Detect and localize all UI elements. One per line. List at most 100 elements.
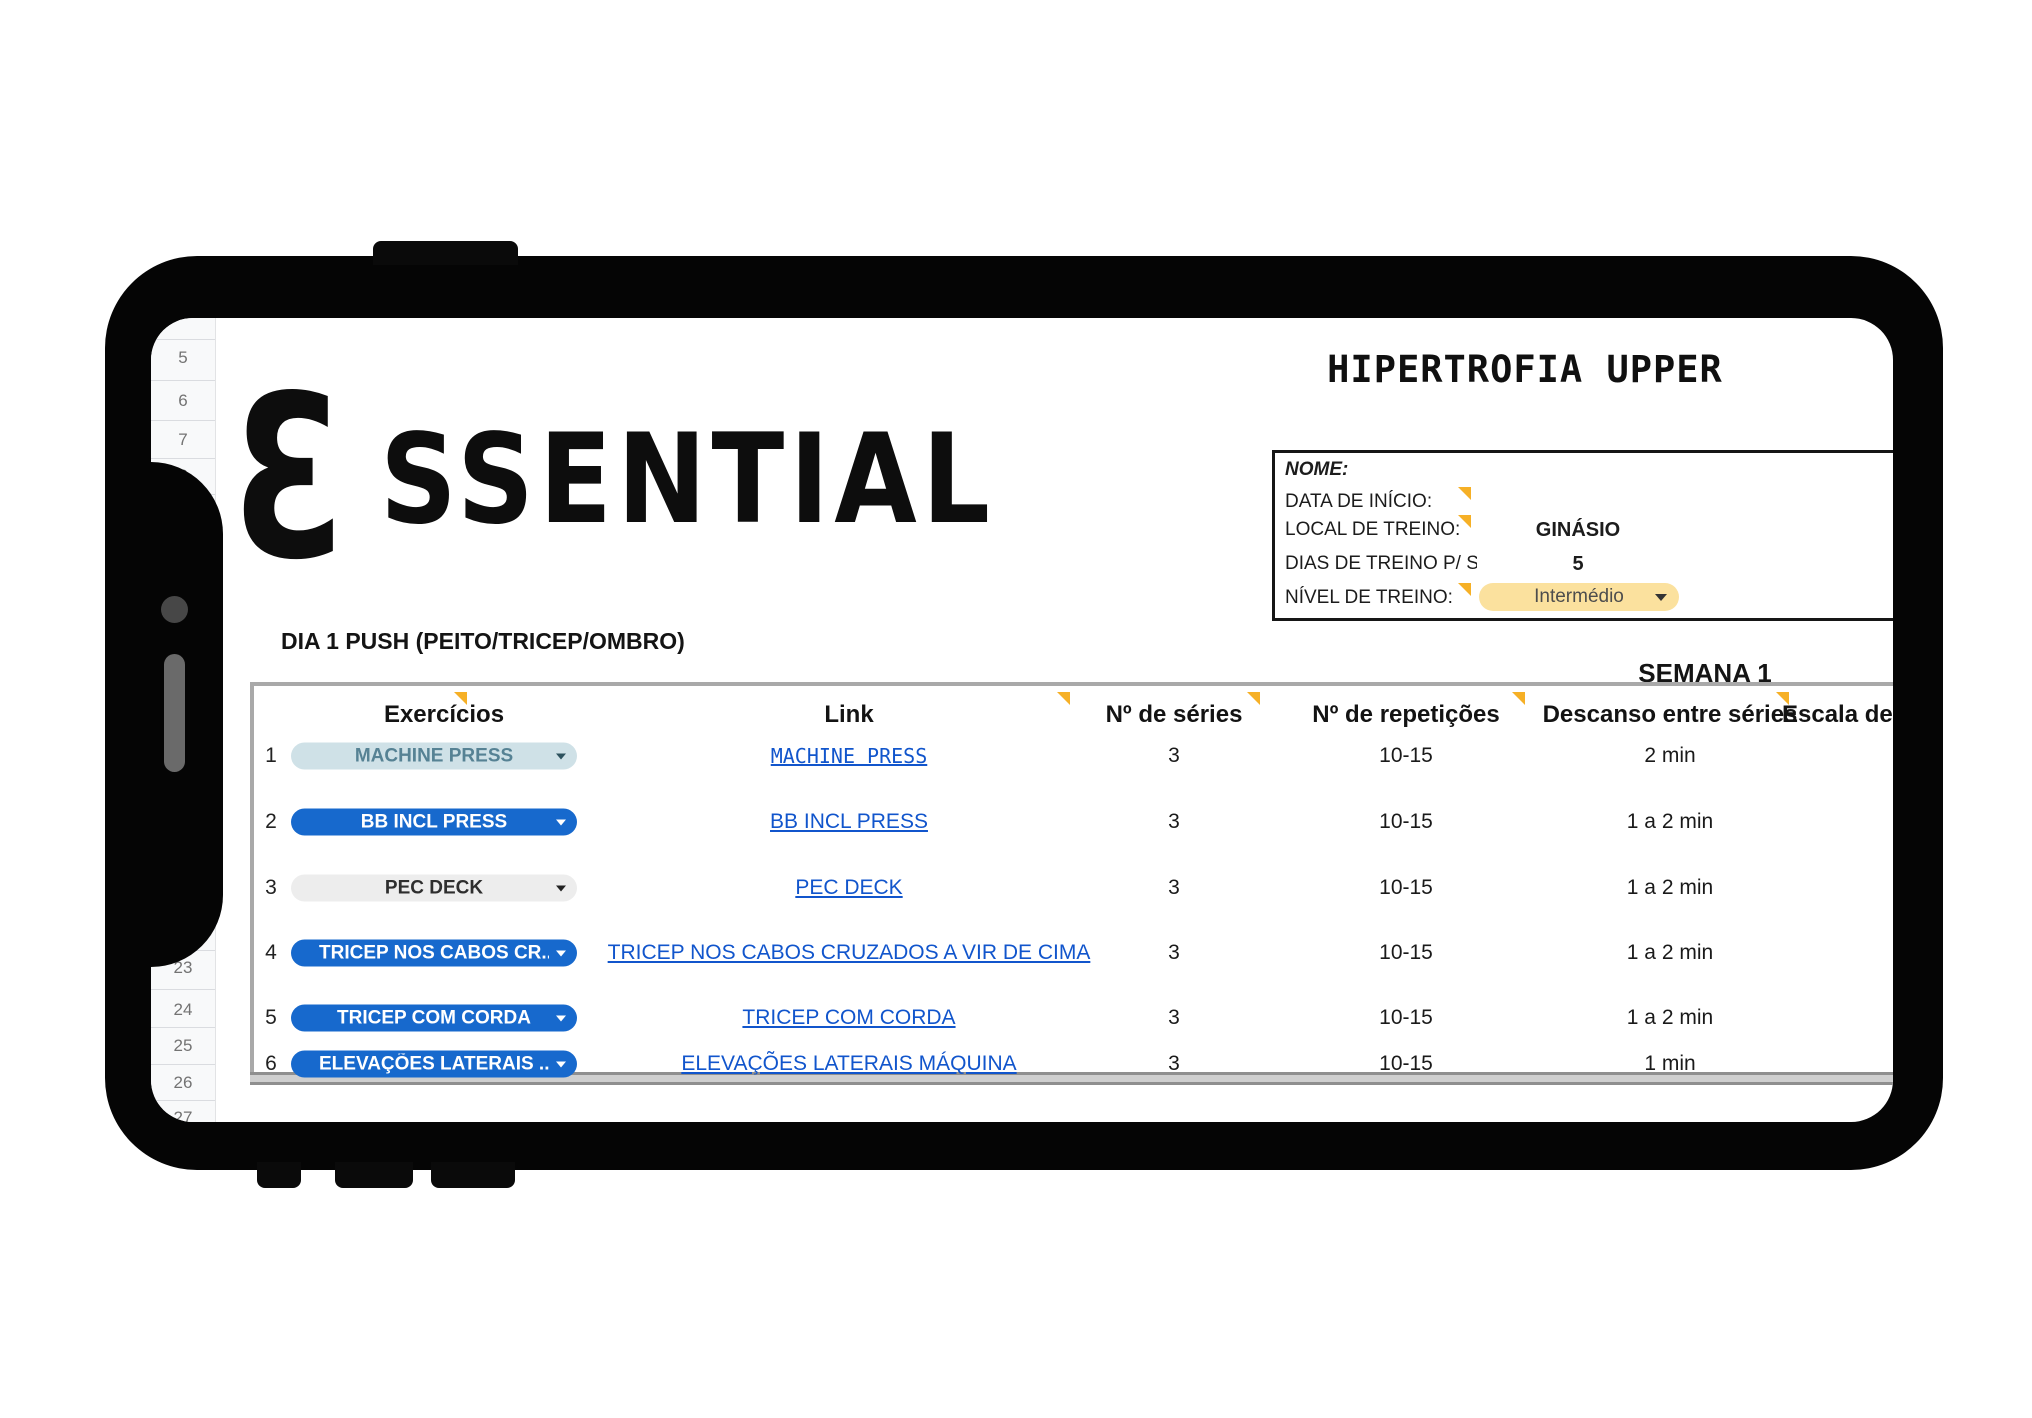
column-header: Nº de séries [1105, 701, 1243, 728]
page-title: HIPERTROFIA UPPER [1327, 348, 1723, 391]
info-label: DATA DE INÍCIO: [1285, 491, 1433, 512]
table-row-number: 6 [265, 1052, 277, 1075]
exercise-link[interactable]: BB INCL PRESS [770, 810, 928, 833]
link-cell: PEC DECK [599, 875, 1099, 901]
table-row-number: 1 [265, 744, 277, 767]
row-header-number[interactable]: 26 [173, 1073, 193, 1092]
note-marker-icon [1057, 692, 1070, 705]
chevron-down-icon [556, 819, 566, 825]
chevron-down-icon [556, 885, 566, 891]
chevron-down-icon [556, 753, 566, 759]
scale-cell: 8 [1869, 743, 1893, 769]
exercise-dropdown-label: PEC DECK [384, 877, 484, 898]
row-header-divider [151, 1100, 215, 1101]
table-row-number: 5 [265, 1006, 277, 1029]
scale-cell: 8 [1869, 875, 1893, 901]
row-header-divider [151, 989, 215, 990]
reps-cell: 10-15 [1379, 876, 1433, 899]
table-row-number: 4 [265, 941, 277, 964]
row-header-number[interactable]: 6 [178, 391, 188, 410]
essential-logo-text: SSENTIAL [379, 407, 995, 552]
exercise-dropdown[interactable]: BB INCL PRESS [291, 808, 577, 836]
essential-logo-glyph: Ɛ [233, 348, 346, 610]
row-header-number[interactable]: 25 [173, 1036, 193, 1055]
column-header: Exercícios [383, 701, 505, 728]
exercise-dropdown-label: ELEVAÇÕES LATERAIS ... [319, 1053, 549, 1074]
row-header-divider [151, 420, 215, 421]
row-header-divider [151, 458, 215, 459]
rest-cell: 1 a 2 min [1626, 810, 1714, 833]
phone-screen: 5 6 7 8 23 24 25 26 27 Ɛ SSENTIAL HIPERTROFIA UP… [151, 318, 1893, 1122]
row-header-number[interactable]: 24 [173, 1000, 193, 1019]
scale-cell: 8 [1869, 940, 1893, 966]
row-header-divider [151, 380, 215, 381]
chevron-down-icon [556, 1015, 566, 1021]
row-header-number[interactable]: 5 [178, 348, 188, 367]
scale-cell: 8 [1869, 1051, 1893, 1077]
info-label: DIAS DE TREINO P/ SEMA [1285, 553, 1477, 574]
chevron-down-icon [556, 1061, 566, 1067]
column-header: Descanso entre séries [1542, 701, 1798, 728]
exercise-dropdown[interactable]: ELEVAÇÕES LATERAIS ... [291, 1050, 577, 1078]
exercise-link[interactable]: MACHINE PRESS [770, 744, 928, 768]
rest-cell: 1 a 2 min [1626, 941, 1714, 964]
info-label: NÍVEL DE TREINO: [1285, 587, 1453, 608]
exercise-link[interactable]: PEC DECK [795, 876, 903, 899]
chevron-down-icon [556, 950, 566, 956]
exercise-link[interactable]: TRICEP COM CORDA [742, 1006, 956, 1029]
scale-cell: 8 [1869, 809, 1893, 835]
chevron-down-icon [1655, 594, 1667, 601]
info-value: GINÁSIO [1535, 519, 1621, 541]
series-cell: 3 [1168, 1006, 1180, 1029]
reps-cell: 10-15 [1379, 810, 1433, 833]
series-cell: 3 [1168, 876, 1180, 899]
rest-cell: 1 a 2 min [1626, 876, 1714, 899]
exercise-dropdown[interactable]: MACHINE PRESS [291, 742, 577, 770]
spreadsheet-canvas: Ɛ SSENTIAL HIPERTROFIA UPPER NOME: DATA D… [215, 318, 1893, 1122]
row-header-number[interactable]: 7 [178, 430, 188, 449]
exercise-dropdown-label: TRICEP NOS CABOS CR... [319, 942, 549, 963]
training-level-dropdown[interactable]: Intermédio [1479, 583, 1679, 611]
exercise-dropdown[interactable]: PEC DECK [291, 874, 577, 902]
speaker-grille-icon [164, 654, 185, 772]
info-value: 5 [1572, 553, 1584, 575]
rest-cell: 1 min [1644, 1052, 1696, 1075]
workout-table: Exercícios Link Nº de séries Nº de repetiçõ… [250, 682, 1893, 1085]
series-cell: 3 [1168, 810, 1180, 833]
row-header-divider [151, 1027, 215, 1028]
exercise-dropdown-label: BB INCL PRESS [360, 811, 508, 832]
rest-cell: 1 a 2 min [1626, 1006, 1714, 1029]
link-cell: BB INCL PRESS [599, 809, 1099, 835]
exercise-dropdown[interactable]: TRICEP NOS CABOS CR... [291, 939, 577, 967]
phone-side-button [373, 241, 518, 265]
info-label: LOCAL DE TREINO: [1285, 519, 1461, 540]
column-header: Nº de repetições [1312, 701, 1500, 728]
exercise-dropdown-label: MACHINE PRESS [354, 745, 514, 766]
phone-power-button [431, 1162, 515, 1188]
camera-icon [161, 596, 188, 623]
table-row-number: 3 [265, 876, 277, 899]
horizontal-scrollbar[interactable] [250, 1072, 1893, 1085]
exercise-link[interactable]: TRICEP NOS CABOS CRUZADOS A VIR DE CIMA [607, 941, 1091, 964]
reps-cell: 10-15 [1379, 1006, 1433, 1029]
row-header-number[interactable]: 27 [173, 1108, 193, 1122]
scale-cell: 8 [1869, 1005, 1893, 1031]
column-header: Escala de [1782, 701, 1893, 728]
athlete-info-box: NOME: DATA DE INÍCIO: LOCAL DE TREINO: GINÁ… [1272, 450, 1893, 621]
exercise-dropdown[interactable]: TRICEP COM CORDA [291, 1004, 577, 1032]
essential-logo: Ɛ SSENTIAL [233, 348, 1095, 610]
rest-cell: 2 min [1644, 744, 1696, 767]
dropdown-value: Intermédio [1534, 586, 1624, 607]
row-header-number[interactable]: 23 [173, 958, 193, 977]
link-cell: TRICEP NOS CABOS CRUZADOS A VIR DE CIMA [599, 940, 1099, 966]
phone-volume-button [335, 1162, 413, 1188]
series-cell: 3 [1168, 941, 1180, 964]
exercise-link[interactable]: ELEVAÇÕES LATERAIS MÁQUINA [681, 1052, 1017, 1075]
reps-cell: 10-15 [1379, 744, 1433, 767]
exercise-dropdown-label: TRICEP COM CORDA [337, 1007, 531, 1028]
day-title: DIA 1 PUSH (PEITO/TRICEP/OMBRO) [281, 628, 685, 654]
link-cell: MACHINE PRESS [599, 743, 1099, 769]
series-cell: 3 [1168, 1052, 1180, 1075]
column-header: Link [824, 701, 874, 728]
reps-cell: 10-15 [1379, 941, 1433, 964]
